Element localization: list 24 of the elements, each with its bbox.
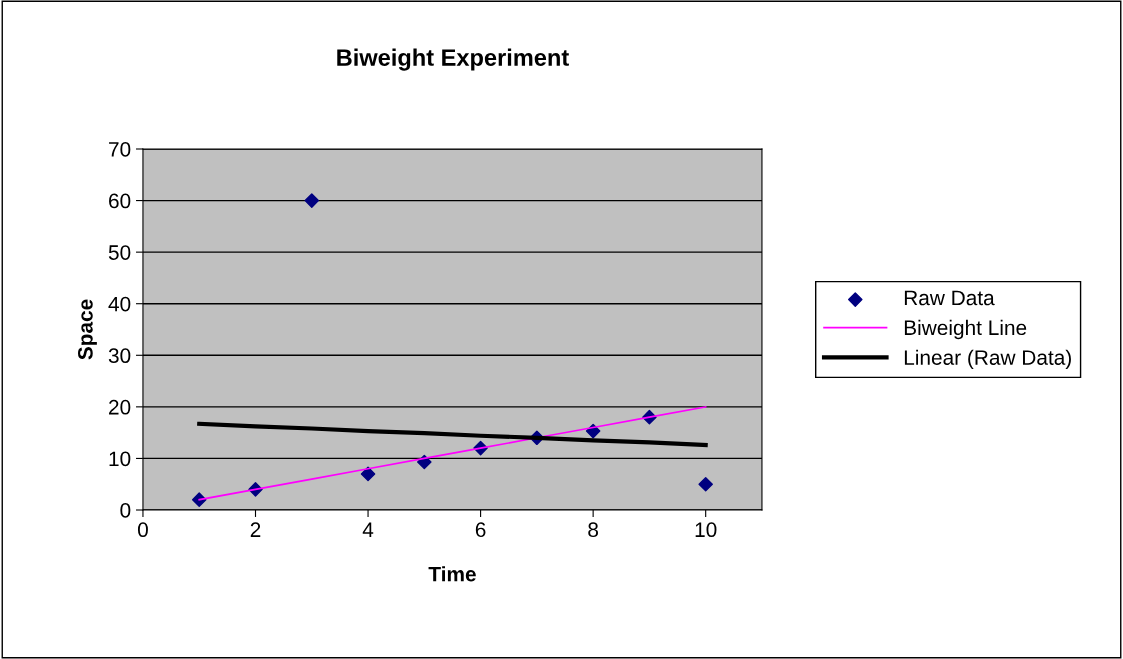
x-tick-label: 8 [588, 522, 599, 538]
point [360, 466, 376, 482]
y-tick-label: 40 [108, 296, 131, 312]
y-tick-label: 10 [109, 451, 131, 467]
y-tick-label: 20 [109, 399, 131, 415]
y-axis-title: Space [78, 299, 97, 360]
y-tick-label: 70 [109, 142, 131, 157]
x-axis-title: Time [428, 566, 476, 582]
x-tick-label: 2 [250, 522, 261, 537]
y-tick-label: 50 [108, 245, 131, 260]
point [304, 193, 320, 208]
y-tick-label: 0 [120, 503, 131, 518]
legend-label: Linear (Raw Data) [904, 349, 1071, 370]
x-tick-label: 0 [137, 522, 148, 538]
legend-label: Raw Data [904, 290, 995, 306]
y-tick-label: 60 [109, 193, 131, 209]
x-tick-label: 6 [475, 522, 486, 538]
line-series [197, 421, 708, 448]
legend-label: Biweight Line [904, 319, 1027, 340]
chart-title: Biweight Experiment [337, 48, 569, 71]
x-tick-label: 4 [362, 522, 374, 537]
point [698, 476, 713, 492]
x-tick-label: 10 [695, 522, 717, 538]
y-tick-label: 30 [108, 348, 131, 364]
